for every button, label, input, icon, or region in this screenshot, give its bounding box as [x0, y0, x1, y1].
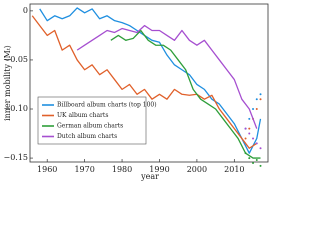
legend-label: Dutch album charts	[57, 133, 117, 140]
projection-dot	[248, 132, 251, 135]
projection-dot	[244, 152, 247, 155]
projection-dot	[244, 127, 247, 130]
projection-dot	[252, 161, 255, 164]
projection-dot	[259, 164, 262, 167]
x-tick-label: 1960	[37, 165, 57, 174]
legend-box	[37, 96, 147, 145]
y-tick-label: −0.05	[3, 55, 28, 64]
chart: year inner mobility ⟨Mₜ⟩ 1960 1970 1980 199…	[3, 3, 269, 181]
series-line	[39, 7, 262, 154]
x-tick-label: 1990	[149, 165, 169, 174]
plot-frame	[29, 3, 269, 163]
projection-dot	[255, 142, 258, 145]
projection-dot	[255, 98, 258, 101]
projection-dot	[252, 137, 255, 140]
x-tick-label: 2000	[187, 165, 207, 174]
x-axis-label: year	[140, 172, 159, 181]
series-line	[110, 29, 261, 159]
series-line	[76, 24, 258, 129]
x-tick-label: 1970	[74, 165, 94, 174]
x-tick-label: 1980	[112, 165, 132, 174]
legend-label: German album charts	[57, 123, 123, 130]
projection-dot	[255, 108, 258, 111]
y-axis-label: inner mobility ⟨Mₜ⟩	[3, 45, 12, 121]
y-tick-label: −0.15	[3, 153, 28, 162]
projection-dot	[248, 127, 251, 130]
legend-label: UK album charts	[57, 112, 108, 119]
projection-dot	[259, 93, 262, 96]
x-tick-label: 2010	[224, 165, 244, 174]
projection-dot	[255, 159, 258, 162]
projection-dot	[244, 137, 247, 140]
projection-dot	[252, 108, 255, 111]
projection-dot	[248, 157, 251, 160]
legend-label: Billboard album charts (top 100)	[57, 102, 157, 109]
projection-dot	[248, 117, 251, 120]
projection-dot	[259, 147, 262, 150]
y-tick-label: −0.10	[3, 104, 28, 113]
projection-dot	[259, 98, 262, 101]
series-line	[31, 15, 258, 149]
y-tick-label: 0	[23, 6, 28, 15]
